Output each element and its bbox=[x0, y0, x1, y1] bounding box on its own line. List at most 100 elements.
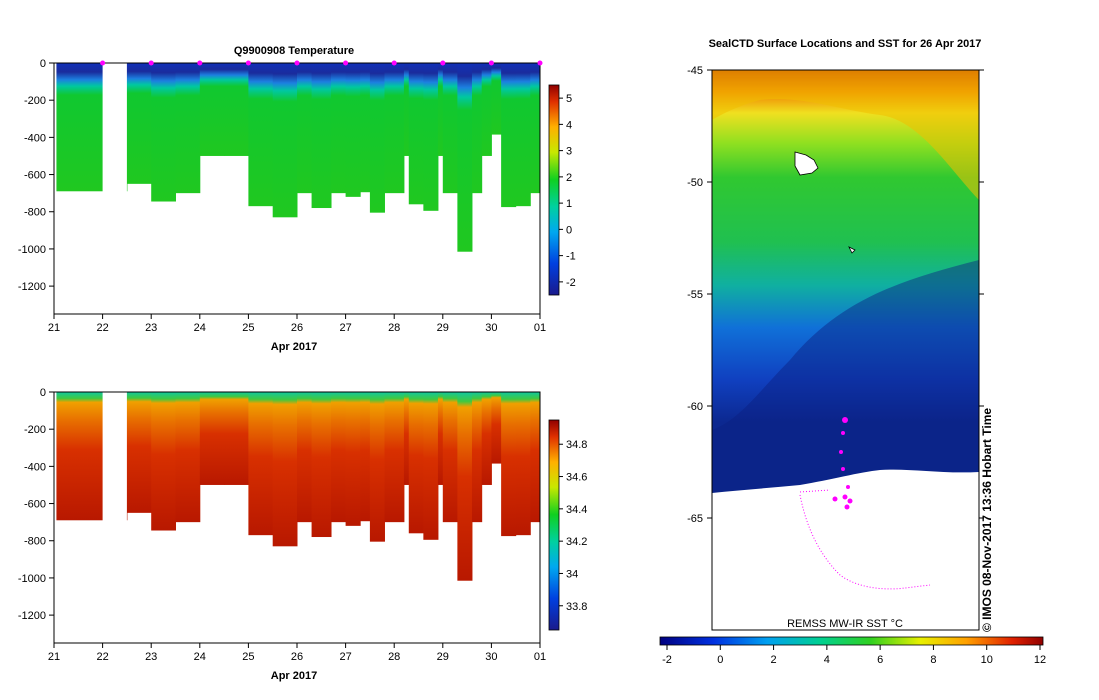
profile-cell bbox=[360, 392, 371, 522]
temperature-y-axis: 0 -200 -400 -600 -800 -1000 -1200 bbox=[18, 58, 54, 293]
profile-cell bbox=[403, 63, 410, 156]
y-tick-label: -600 bbox=[24, 499, 46, 511]
colorbar-tick-label: -1 bbox=[566, 251, 576, 263]
colorbar-tick-label: 34 bbox=[566, 568, 578, 580]
sst-field bbox=[712, 70, 979, 630]
y-tick-label: -800 bbox=[24, 536, 46, 548]
profile-cell bbox=[311, 392, 332, 538]
salinity-xlabel: Apr 2017 bbox=[271, 670, 317, 682]
colorbar-tick-label: 3 bbox=[566, 146, 572, 158]
profile-cell bbox=[297, 63, 313, 194]
x-tick-label: 24 bbox=[194, 322, 206, 334]
profile-cell bbox=[369, 392, 385, 542]
profile-cell bbox=[345, 392, 361, 526]
profile-cell bbox=[442, 392, 458, 523]
colorbar-tick-label: 34.4 bbox=[566, 504, 587, 516]
colorbar-tick-label: 1 bbox=[566, 198, 572, 210]
profile-cell bbox=[423, 392, 439, 540]
track-point bbox=[844, 504, 850, 510]
sst-map-title: SealCTD Surface Locations and SST for 26… bbox=[709, 38, 982, 50]
profile-cell bbox=[199, 63, 225, 156]
track-point bbox=[842, 417, 848, 423]
track-path bbox=[799, 489, 931, 590]
sst-colorbar-tick-label: 10 bbox=[981, 654, 993, 666]
colorbar-tick-label: 4 bbox=[566, 119, 572, 131]
x-tick-label: 29 bbox=[437, 651, 449, 663]
profile-cell bbox=[369, 63, 385, 213]
profile-cell bbox=[126, 63, 152, 184]
profile-cell bbox=[331, 63, 347, 194]
profile-cell bbox=[331, 392, 347, 523]
x-tick-label: 21 bbox=[48, 322, 60, 334]
profile-cell bbox=[442, 63, 458, 194]
salinity-colorbar bbox=[548, 419, 560, 631]
salinity-y-axis: 0 -200 -400 -600 -800 -1000 -1200 bbox=[18, 387, 54, 622]
profile-cell bbox=[471, 63, 483, 194]
track-point bbox=[842, 494, 848, 500]
profile-cell bbox=[345, 63, 361, 197]
profile-cell bbox=[384, 63, 405, 194]
profile-cell bbox=[248, 63, 274, 207]
sst-map-y-axis: -45 -50 -55 -60 -65 bbox=[687, 65, 984, 525]
salinity-profiles bbox=[56, 392, 541, 643]
profile-cell bbox=[491, 63, 502, 135]
profile-cell bbox=[175, 392, 201, 523]
sst-caption: REMSS MW-IR SST °C bbox=[787, 618, 903, 630]
x-tick-label: 22 bbox=[96, 322, 108, 334]
y-tick-label: -1200 bbox=[18, 610, 46, 622]
profile-cell bbox=[248, 392, 274, 536]
y-tick-label: -400 bbox=[24, 461, 46, 473]
sst-colorbar-tick-label: 2 bbox=[771, 654, 777, 666]
profile-cell bbox=[403, 392, 410, 485]
profile-cell bbox=[224, 392, 249, 485]
temperature-x-axis: 21 22 23 24 25 26 27 28 29 30 01 bbox=[48, 314, 546, 334]
land-islands bbox=[794, 151, 856, 254]
x-tick-label: 24 bbox=[194, 651, 206, 663]
temperature-title: Q9900908 Temperature bbox=[234, 45, 354, 57]
profile-cell bbox=[501, 63, 517, 208]
lat-tick-label: -60 bbox=[687, 401, 703, 413]
data-gap bbox=[102, 63, 127, 314]
profile-cell bbox=[199, 392, 225, 485]
x-tick-label: 30 bbox=[485, 651, 497, 663]
track-point bbox=[841, 467, 845, 471]
profile-cell bbox=[530, 392, 541, 523]
track-point bbox=[846, 485, 850, 489]
colorbar-tick-label: -2 bbox=[566, 277, 576, 289]
profile-cell bbox=[360, 63, 371, 193]
y-tick-label: -200 bbox=[24, 95, 46, 107]
y-tick-label: -800 bbox=[24, 207, 46, 219]
profile-cell bbox=[175, 63, 201, 194]
sst-colorbar-tick-label: 8 bbox=[930, 654, 936, 666]
x-tick-label: 30 bbox=[485, 322, 497, 334]
sst-colorbar-tick-label: 4 bbox=[824, 654, 830, 666]
colorbar-tick-label: 2 bbox=[566, 172, 572, 184]
sst-side-text: © IMOS 08-Nov-2017 13:36 Hobart Time bbox=[980, 408, 994, 632]
sst-colorbar-tick-label: 0 bbox=[717, 654, 723, 666]
profile-cell bbox=[126, 392, 152, 513]
x-tick-label: 25 bbox=[242, 651, 254, 663]
profile-cell bbox=[151, 63, 176, 202]
y-tick-label: -1000 bbox=[18, 244, 46, 256]
profile-cell bbox=[457, 63, 473, 252]
temperature-colorbar-ticks: 5 4 3 2 1 0 -1 -2 bbox=[559, 93, 576, 289]
temperature-panel: Q9900908 Temperature 0 -200 -400 -600 -800 -1… bbox=[18, 45, 576, 353]
profile-marker bbox=[294, 60, 300, 66]
sst-colorbar bbox=[659, 636, 1044, 646]
profile-cell bbox=[457, 392, 473, 581]
profile-cell bbox=[501, 392, 517, 537]
profile-cell bbox=[384, 392, 405, 523]
x-tick-label: 28 bbox=[388, 322, 400, 334]
x-tick-label: 27 bbox=[339, 651, 351, 663]
profile-cell bbox=[224, 63, 249, 156]
y-tick-label: -400 bbox=[24, 132, 46, 144]
salinity-x-axis: 21 22 23 24 25 26 27 28 29 30 01 bbox=[48, 643, 546, 663]
profile-cell bbox=[481, 392, 492, 485]
colorbar-tick-label: 34.2 bbox=[566, 536, 587, 548]
profile-marker bbox=[537, 60, 543, 66]
colorbar-tick-label: 0 bbox=[566, 224, 572, 236]
x-tick-label: 23 bbox=[145, 651, 157, 663]
profile-marker bbox=[343, 60, 349, 66]
profile-marker bbox=[100, 60, 106, 66]
